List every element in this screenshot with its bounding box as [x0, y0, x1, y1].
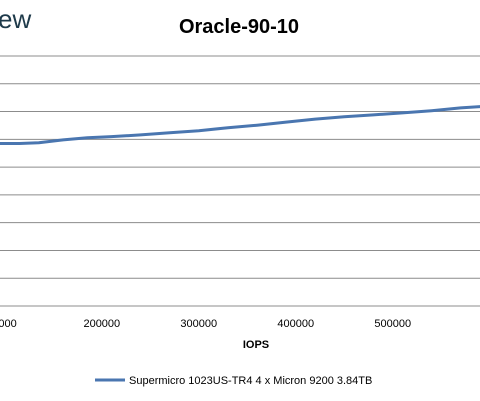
grid-lines: [0, 55, 480, 307]
x-tick-label-2: 300000: [180, 318, 217, 330]
x-tick-label-3: 400000: [277, 318, 314, 330]
x-tick-label-1: 200000: [83, 318, 120, 330]
x-tick-label-0: 100000: [0, 318, 17, 330]
series-lines: [0, 105, 480, 145]
x-tick-label-4: 500000: [374, 318, 411, 330]
watermark-text: ew: [0, 4, 31, 34]
chart-title: Oracle-90-10: [179, 16, 299, 38]
legend-label: Supermicro 1023US-TR4 4 x Micron 9200 3.…: [129, 375, 372, 387]
x-tick-labels: 100000 200000 300000 400000 500000: [0, 318, 411, 330]
series-line-0: [0, 105, 480, 145]
legend: Supermicro 1023US-TR4 4 x Micron 9200 3.…: [95, 375, 372, 387]
x-axis-label: IOPS: [243, 339, 269, 351]
